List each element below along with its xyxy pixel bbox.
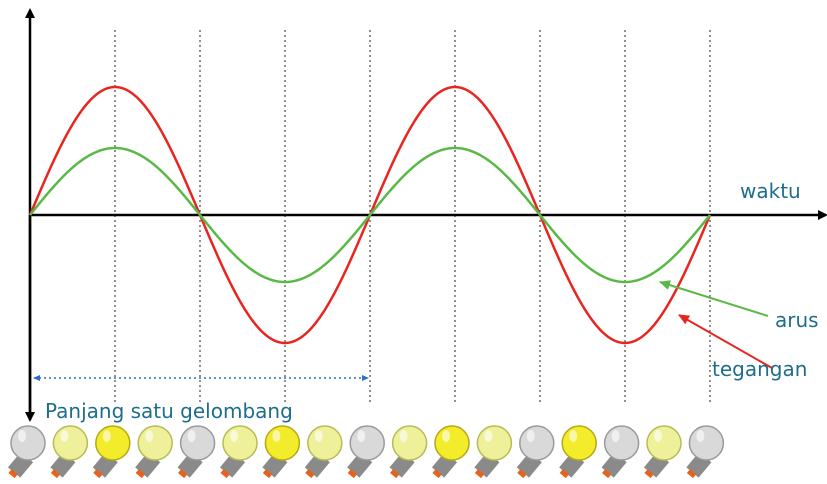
bulb-glass — [265, 426, 299, 460]
bulb-glass — [181, 426, 215, 460]
bulb-glass — [435, 426, 469, 460]
dotted-guides — [115, 30, 710, 405]
bulb-shine — [612, 430, 620, 442]
bulb-glass — [393, 426, 427, 460]
bulb-shine — [357, 430, 365, 442]
bulb-shine — [272, 430, 280, 442]
bulb — [474, 426, 511, 478]
bulb — [517, 426, 554, 478]
bulb — [50, 426, 87, 478]
bulb — [559, 426, 596, 478]
bulb — [8, 426, 45, 478]
bulb — [644, 426, 681, 478]
voltage-label: tegangan — [712, 357, 807, 381]
bulb-shine — [400, 430, 408, 442]
bulb — [686, 426, 723, 478]
bulb-shine — [569, 430, 577, 442]
bulb — [390, 426, 427, 478]
bulb-shine — [145, 430, 153, 442]
bulb-shine — [484, 430, 492, 442]
bulb-glass — [689, 426, 723, 460]
time-label: waktu — [740, 179, 801, 203]
bulb-shine — [188, 430, 196, 442]
bulb-shine — [442, 430, 450, 442]
bulb-glass — [647, 426, 681, 460]
current-pointer — [660, 282, 768, 316]
bulb-shine — [527, 430, 535, 442]
bulb-shine — [60, 430, 68, 442]
diagram: waktu arus tegangan Panjang satu gelomba… — [0, 0, 827, 484]
bulb-glass — [520, 426, 554, 460]
bulb — [347, 426, 384, 478]
bulb — [178, 426, 215, 478]
bulb — [93, 426, 130, 478]
bulb-shine — [230, 430, 238, 442]
bulb-glass — [605, 426, 639, 460]
bulb-glass — [96, 426, 130, 460]
bulb-glass — [11, 426, 45, 460]
bulb — [602, 426, 639, 478]
bulb-glass — [350, 426, 384, 460]
bulb-glass — [53, 426, 87, 460]
bulb-row — [8, 426, 723, 478]
bulb-shine — [103, 430, 111, 442]
bulb-glass — [562, 426, 596, 460]
bulb — [220, 426, 257, 478]
bulb-glass — [223, 426, 257, 460]
current-label: arus — [775, 308, 819, 332]
bulb — [262, 426, 299, 478]
bulb-glass — [308, 426, 342, 460]
bulb-glass — [138, 426, 172, 460]
bulb — [135, 426, 172, 478]
bulb — [305, 426, 342, 478]
bulb-shine — [696, 430, 704, 442]
bulb-shine — [654, 430, 662, 442]
wavelength-label: Panjang satu gelombang — [45, 399, 293, 423]
bulb-shine — [18, 430, 26, 442]
bulb-glass — [477, 426, 511, 460]
bulb — [432, 426, 469, 478]
bulb-shine — [315, 430, 323, 442]
